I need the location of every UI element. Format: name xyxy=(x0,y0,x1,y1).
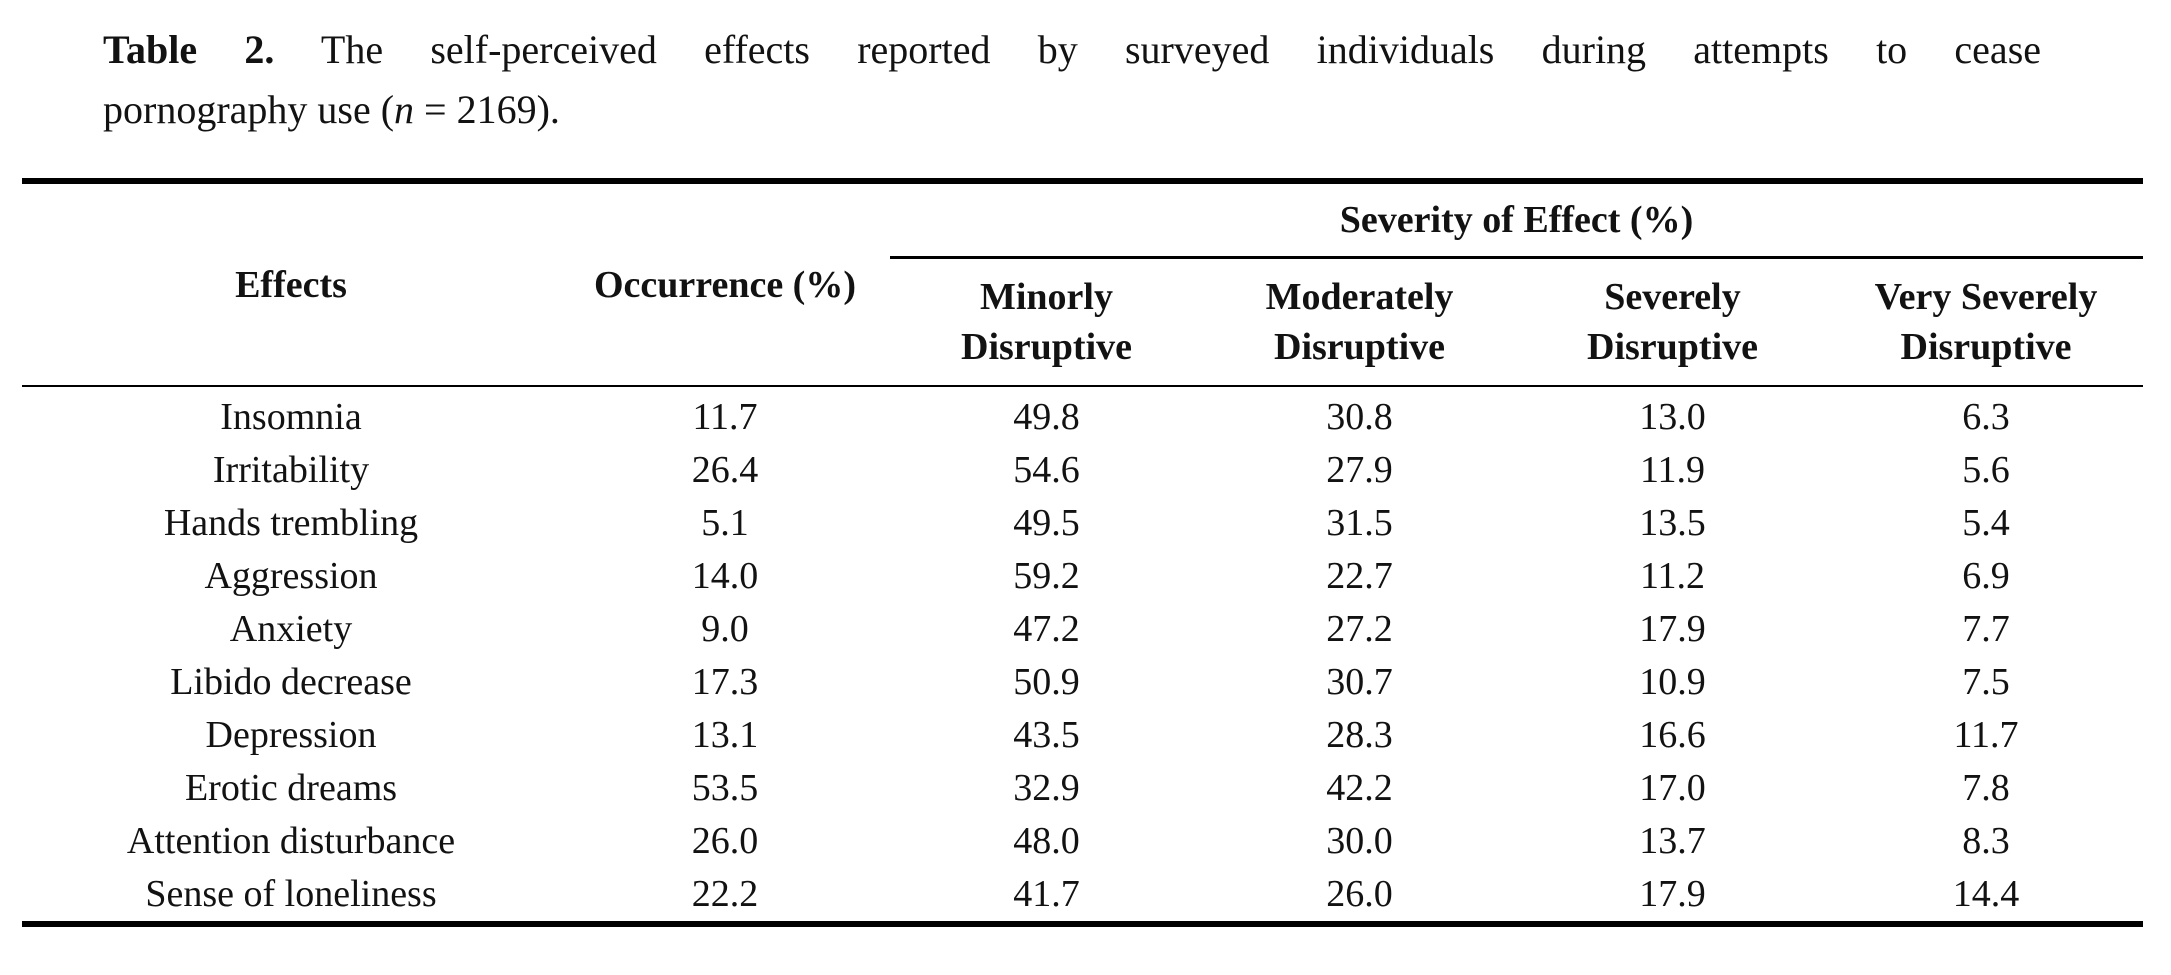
header-line: Disruptive xyxy=(1587,326,1758,368)
table-row: Irritability 26.4 54.6 27.9 11.9 5.6 xyxy=(22,444,2143,497)
minorly-value-cell: 49.5 xyxy=(1013,502,1080,544)
severely-value-cell: 13.7 xyxy=(1639,820,1706,862)
minorly-value-cell: 54.6 xyxy=(1013,449,1080,491)
occurrence-value-cell: 14.0 xyxy=(691,555,759,597)
table-row: Aggression 14.0 59.2 22.7 11.2 6.9 xyxy=(22,550,2143,603)
effect-name-cell: Sense of loneliness xyxy=(145,873,437,915)
col-header-severely: Severely Disruptive xyxy=(1516,257,1829,387)
severely-value-cell: 16.6 xyxy=(1639,714,1706,756)
caption-text-2: pornography use ( xyxy=(103,87,395,132)
severely-value-cell: 17.9 xyxy=(1639,608,1706,650)
caption-text: The self-perceived effects reported by s… xyxy=(320,27,2042,72)
table-row: Libido decrease 17.3 50.9 30.7 10.9 7.5 xyxy=(22,656,2143,709)
effect-name-cell: Anxiety xyxy=(229,608,353,650)
header-row-severity: Minorly Disruptive Moderately Disruptive… xyxy=(22,257,2144,387)
severely-value-cell: 17.9 xyxy=(1639,873,1706,915)
very-severely-value-cell: 14.4 xyxy=(1952,873,2020,915)
severely-value-cell: 13.5 xyxy=(1639,502,1706,544)
severely-value-cell: 11.2 xyxy=(1639,555,1706,597)
minorly-value-cell: 50.9 xyxy=(1013,661,1080,703)
very-severely-value-cell: 7.7 xyxy=(1962,608,2010,650)
col-header-minorly: Minorly Disruptive xyxy=(890,257,1203,387)
table-row: Attention disturbance 26.0 48.0 30.0 13.… xyxy=(22,815,2143,868)
severely-value-cell: 10.9 xyxy=(1639,661,1706,703)
effects-table: Effects Occurrence (%) Severity of Effec… xyxy=(22,178,2144,927)
col-header-moderately: Moderately Disruptive xyxy=(1203,257,1516,387)
occurrence-value-cell: 22.2 xyxy=(691,873,759,915)
very-severely-value-cell: 11.7 xyxy=(1953,714,2019,756)
effect-name-cell: Libido decrease xyxy=(170,661,412,703)
severely-value-cell: 13.0 xyxy=(1639,396,1706,438)
header-line: Minorly xyxy=(980,276,1113,318)
header-row-group: Effects Occurrence (%) Severity of Effec… xyxy=(22,181,2144,387)
table-row: Hands trembling 5.1 49.5 31.5 13.5 5.4 xyxy=(22,497,2143,550)
moderately-value-cell: 27.2 xyxy=(1326,608,1393,650)
severely-value-cell: 17.0 xyxy=(1639,767,1706,809)
col-header-very-severely: Very Severely Disruptive xyxy=(1829,257,2144,387)
header-line: Disruptive xyxy=(961,326,1132,368)
effect-name-cell: Erotic dreams xyxy=(184,767,398,809)
minorly-value-cell: 48.0 xyxy=(1013,820,1080,862)
moderately-value-cell: 42.2 xyxy=(1326,767,1393,809)
header-line: Moderately xyxy=(1265,276,1454,318)
minorly-value-cell: 41.7 xyxy=(1013,873,1080,915)
table-row: Depression 13.1 43.5 28.3 16.6 11.7 xyxy=(22,709,2143,762)
header-line: Disruptive xyxy=(1900,326,2072,368)
very-severely-value-cell: 5.6 xyxy=(1962,449,2010,491)
table-caption: Table 2. The self-perceived effects repo… xyxy=(103,20,2041,140)
occurrence-value-cell: 9.0 xyxy=(701,608,749,650)
table-row: Insomnia 11.7 49.8 30.8 13.0 6.3 xyxy=(22,386,2143,444)
moderately-value-cell: 30.7 xyxy=(1326,661,1393,703)
minorly-value-cell: 59.2 xyxy=(1013,555,1080,597)
caption-line-2: pornography use (n = 2169). xyxy=(103,80,2041,140)
col-group-severity: Severity of Effect (%) xyxy=(890,181,2144,259)
table-row: Anxiety 9.0 47.2 27.2 17.9 7.7 xyxy=(22,603,2143,656)
moderately-value-cell: 22.7 xyxy=(1326,555,1393,597)
occurrence-value-cell: 11.7 xyxy=(692,396,758,438)
occurrence-value-cell: 17.3 xyxy=(691,661,759,703)
minorly-value-cell: 32.9 xyxy=(1013,767,1080,809)
effect-name-cell: Hands trembling xyxy=(163,502,419,544)
effect-name-cell: Irritability xyxy=(212,449,370,491)
moderately-value-cell: 30.0 xyxy=(1326,820,1393,862)
occurrence-value-cell: 26.4 xyxy=(691,449,759,491)
col-header-occurrence: Occurrence (%) xyxy=(560,181,890,387)
table-container: Effects Occurrence (%) Severity of Effec… xyxy=(22,178,2144,927)
effect-name-cell: Depression xyxy=(205,714,377,756)
moderately-value-cell: 31.5 xyxy=(1326,502,1393,544)
moderately-value-cell: 26.0 xyxy=(1326,873,1393,915)
minorly-value-cell: 47.2 xyxy=(1013,608,1080,650)
occurrence-value-cell: 13.1 xyxy=(691,714,759,756)
moderately-value-cell: 27.9 xyxy=(1326,449,1393,491)
table-row: Erotic dreams 53.5 32.9 42.2 17.0 7.8 xyxy=(22,762,2143,815)
occurrence-value-cell: 5.1 xyxy=(701,502,749,544)
caption-label: Table 2. xyxy=(103,27,275,72)
caption-n-symbol: n xyxy=(394,87,415,132)
effect-name-cell: Aggression xyxy=(204,555,378,597)
minorly-value-cell: 49.8 xyxy=(1013,396,1080,438)
very-severely-value-cell: 8.3 xyxy=(1962,820,2010,862)
col-header-effects: Effects xyxy=(22,181,560,387)
very-severely-value-cell: 6.9 xyxy=(1962,555,2010,597)
moderately-value-cell: 30.8 xyxy=(1326,396,1393,438)
effect-name-cell: Attention disturbance xyxy=(126,820,456,862)
severely-value-cell: 11.9 xyxy=(1639,449,1706,491)
occurrence-value-cell: 26.0 xyxy=(691,820,759,862)
table-row: Sense of loneliness 22.2 41.7 26.0 17.9 … xyxy=(22,868,2143,924)
header-line: Disruptive xyxy=(1274,326,1445,368)
caption-text-3: = 2169). xyxy=(414,87,560,132)
occurrence-value-cell: 53.5 xyxy=(691,767,759,809)
minorly-value-cell: 43.5 xyxy=(1013,714,1080,756)
caption-line-1: Table 2. The self-perceived effects repo… xyxy=(103,20,2041,80)
effect-name-cell: Insomnia xyxy=(220,396,362,438)
very-severely-value-cell: 5.4 xyxy=(1962,502,2010,544)
header-line: Severely xyxy=(1604,276,1741,318)
very-severely-value-cell: 7.8 xyxy=(1962,767,2010,809)
very-severely-value-cell: 7.5 xyxy=(1962,661,2010,703)
very-severely-value-cell: 6.3 xyxy=(1962,396,2010,438)
header-line: Very Severely xyxy=(1874,276,2098,318)
moderately-value-cell: 28.3 xyxy=(1326,714,1393,756)
